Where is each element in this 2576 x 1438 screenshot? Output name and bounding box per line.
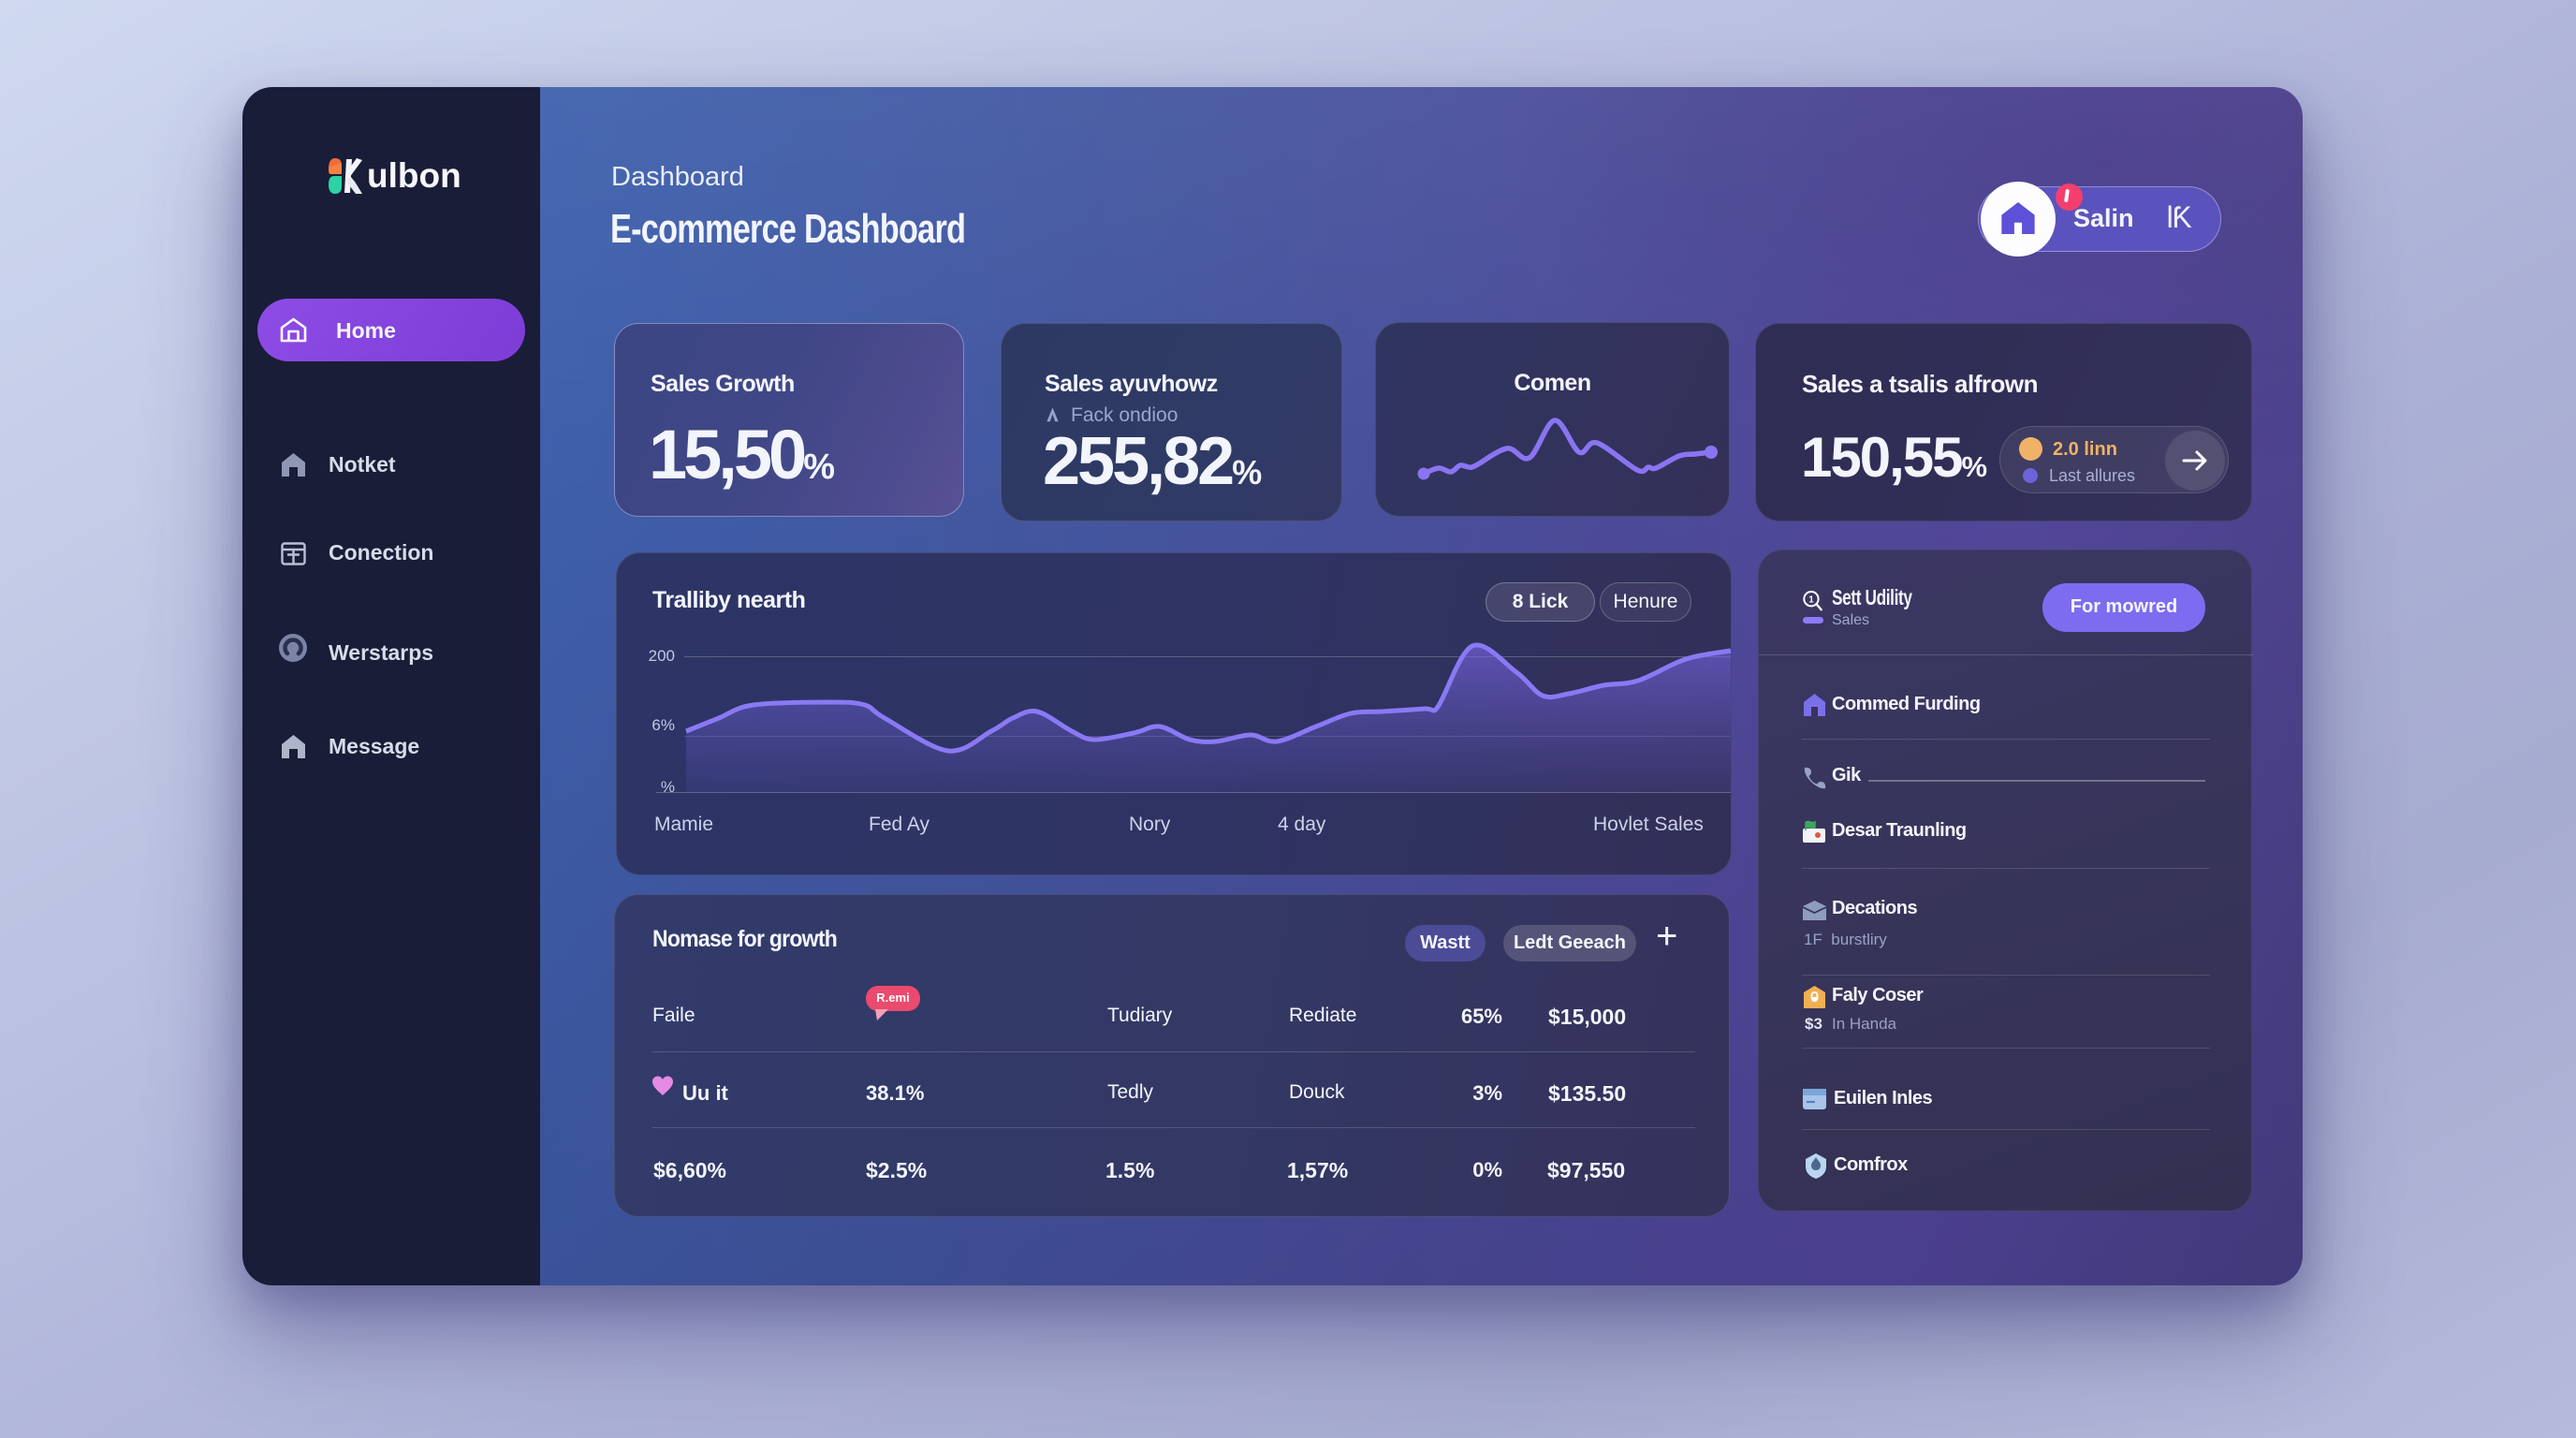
svg-text:1: 1 bbox=[1808, 595, 1814, 606]
